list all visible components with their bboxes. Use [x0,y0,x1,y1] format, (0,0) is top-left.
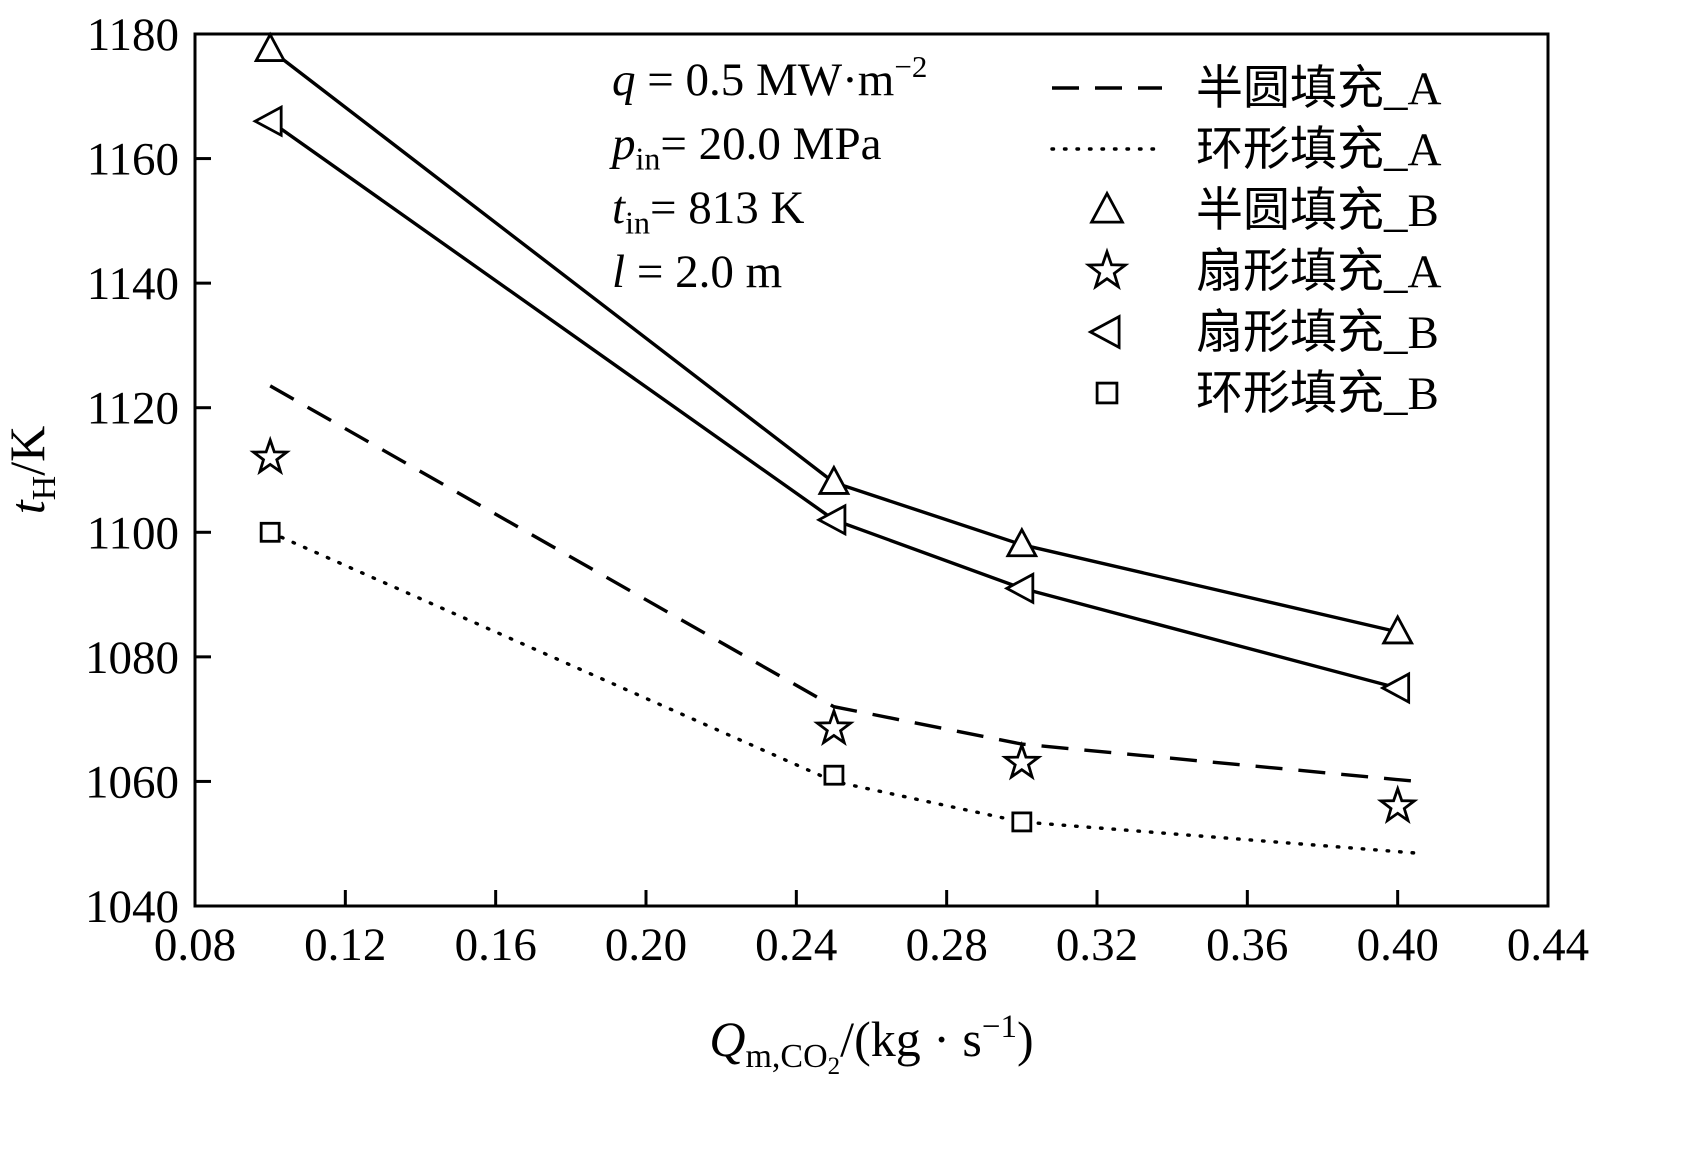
annotation-tube-length: l = 2.0 m [612,246,782,298]
series-semicircle-fill-b [253,31,1415,645]
dotted-line [268,530,1419,855]
x-tick-label: 0.44 [1507,919,1589,971]
legend-label-semicircle-fill-b: 半圆填充_B [1196,185,1439,237]
triangle-up-marker [253,31,287,62]
legend-label-ring-fill-b: 环形填充_B [1196,368,1439,420]
legend-label-semicircle-fill-a: 半圆填充_A [1196,63,1441,115]
triangle-up-marker [1381,613,1415,645]
annotation-block: q = 0.5 MW·m−2 pin= 20.0 MPa tin= 813 K l =… [609,49,927,298]
triangle-up-marker [1005,526,1039,558]
x-tick-labels: 0.08 0.12 0.16 0.20 0.24 0.28 0.32 0.36 0.40 0.44 [154,919,1589,971]
x-tick-label: 0.36 [1206,919,1288,971]
x-axis-title: Qm,CO2/(kg · s−1) [709,1009,1033,1080]
square-marker [1011,811,1033,833]
plot-border [193,32,1550,908]
y-axis-title: tH/K [0,426,63,514]
annotation-heat-flux: q = 0.5 MW·m−2 [612,49,927,106]
y-tick-label: 1060 [85,756,179,808]
x-tick-label: 0.24 [755,919,837,971]
legend-item-ring-fill-b [1095,381,1119,405]
y-tick-label: 1140 [87,258,179,310]
axis-ticks [193,32,1550,908]
x-tick-label: 0.16 [455,919,537,971]
series-fan-fill-a [249,435,1419,824]
y-tick-label: 1100 [87,507,179,559]
legend-label-ring-fill-a: 环形填充_A [1196,124,1441,176]
legend-item-fan-fill-a [1084,247,1130,291]
y-tick-label: 1160 [87,134,179,186]
star-marker [813,706,855,747]
triangle-left-marker [252,104,283,138]
triangle-up-marker [1089,190,1125,224]
star-marker [1084,247,1130,291]
series-ring-fill-b [259,521,1033,833]
square-marker [823,764,845,786]
star-marker [249,435,291,476]
solid-line [269,119,1399,690]
square-marker [259,521,281,543]
legend-item-fan-fill-b [1087,314,1121,350]
y-tick-label: 1080 [85,632,179,684]
square-marker [1095,381,1119,405]
y-tick-labels: 1040 1060 1080 1100 1120 1140 1160 1180 [85,9,179,933]
y-tick-label: 1180 [87,9,179,61]
annotation-inlet-pressure: pin= 20.0 MPa [609,118,882,176]
legend-labels: 半圆填充_A 环形填充_A 半圆填充_B 扇形填充_A 扇形填充_B 环形填充_… [1196,63,1441,420]
dashed-line [269,384,1417,784]
series-fan-fill-b [252,104,1411,705]
x-tick-label: 0.32 [1056,919,1138,971]
legend [1050,86,1164,405]
y-tick-label: 1120 [87,383,179,435]
triangle-left-marker [1087,314,1121,350]
annotation-inlet-temperature: tin= 813 K [612,182,804,240]
star-marker [1376,784,1419,824]
triangle-left-marker [1003,571,1035,605]
legend-label-fan-fill-a: 扇形填充_A [1196,246,1441,298]
y-tick-label: 1040 [85,881,179,933]
series-semicircle-fill-a [269,384,1417,784]
x-tick-label: 0.20 [605,919,687,971]
solid-line [269,48,1399,634]
x-tick-label: 0.08 [154,919,236,971]
x-tick-label: 0.40 [1357,919,1439,971]
x-tick-label: 0.28 [906,919,988,971]
legend-item-semicircle-fill-b [1089,190,1125,224]
triangle-left-marker [1379,671,1411,705]
legend-label-fan-fill-b: 扇形填充_B [1196,307,1439,359]
x-tick-label: 0.12 [304,919,386,971]
triangle-up-marker [817,464,851,495]
series-ring-fill-a [268,530,1419,855]
star-marker [1001,740,1043,781]
triangle-left-marker [815,503,847,537]
